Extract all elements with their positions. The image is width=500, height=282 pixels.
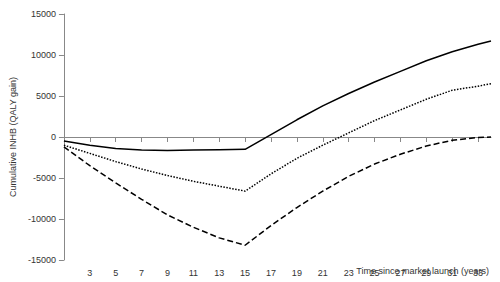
svg-text:13: 13 <box>214 268 224 278</box>
svg-text:0: 0 <box>51 132 56 142</box>
svg-text:11: 11 <box>189 268 198 278</box>
svg-text:-5000: -5000 <box>33 173 56 183</box>
svg-text:15000: 15000 <box>31 9 56 19</box>
svg-text:Cumulative INHB (QALY gain): Cumulative INHB (QALY gain) <box>8 77 18 197</box>
svg-text:3: 3 <box>87 268 92 278</box>
svg-text:21: 21 <box>318 268 328 278</box>
svg-text:Time since market launch (year: Time since market launch (years) <box>356 266 489 276</box>
svg-text:-10000: -10000 <box>28 214 56 224</box>
svg-text:19: 19 <box>292 268 302 278</box>
svg-text:17: 17 <box>266 268 276 278</box>
svg-text:7: 7 <box>139 268 144 278</box>
svg-text:-15000: -15000 <box>28 255 56 265</box>
svg-text:5: 5 <box>113 268 118 278</box>
svg-text:9: 9 <box>165 268 170 278</box>
svg-text:23: 23 <box>344 268 354 278</box>
svg-text:10000: 10000 <box>31 50 56 60</box>
svg-text:5000: 5000 <box>36 91 56 101</box>
svg-text:15: 15 <box>240 268 250 278</box>
